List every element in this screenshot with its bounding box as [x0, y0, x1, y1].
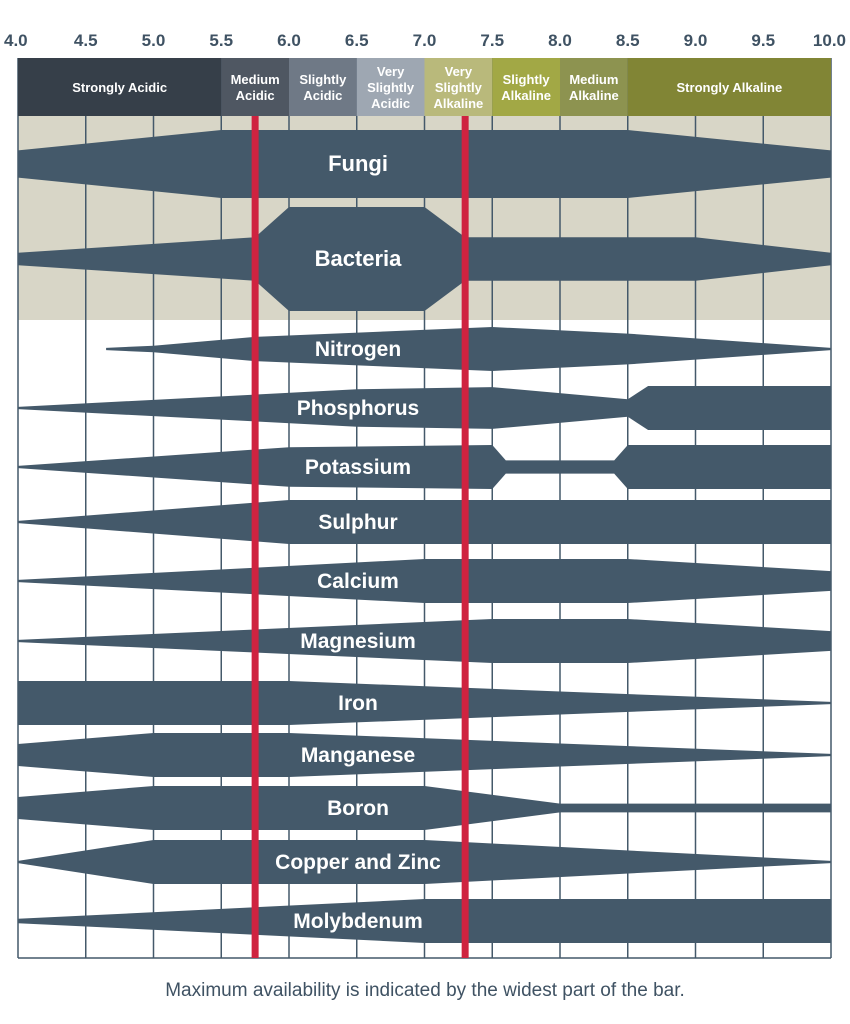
bar-magnesium — [18, 619, 831, 663]
tick-label: 5.5 — [209, 31, 233, 50]
tick-label: 7.5 — [480, 31, 504, 50]
bar-iron — [18, 681, 831, 725]
tick-label: 8.0 — [548, 31, 572, 50]
zone-label: Medium — [231, 72, 280, 87]
zone-label: Acidic — [303, 88, 342, 103]
bar-fungi — [18, 130, 831, 198]
bar-copper-and-zinc — [18, 840, 831, 884]
bar-label-fungi: Fungi — [328, 151, 388, 176]
bar-label-boron: Boron — [327, 797, 389, 820]
bar-sulphur — [18, 500, 831, 544]
tick-label: 9.0 — [684, 31, 708, 50]
bar-boron — [18, 786, 831, 830]
zone-box — [221, 58, 289, 116]
zone-label: Very — [377, 64, 405, 79]
bar-calcium — [18, 559, 831, 603]
tick-label: 10.0 — [813, 31, 846, 50]
bar-label-calcium: Calcium — [317, 570, 399, 593]
zone-label: Slightly — [435, 80, 483, 95]
zone-label: Slightly — [299, 72, 347, 87]
reference-lines — [251, 116, 469, 958]
tick-label: 6.0 — [277, 31, 301, 50]
tick-label: 6.5 — [345, 31, 369, 50]
zone-label: Acidic — [236, 88, 275, 103]
zone-box — [356, 58, 425, 116]
zone-box — [492, 58, 560, 116]
bar-labels: Fungi Bacteria Nitrogen Phosphorus Potassium… — [275, 151, 441, 933]
bar-label-phosphorus: Phosphorus — [297, 397, 420, 420]
zone-box — [560, 58, 628, 116]
tick-label: 7.0 — [413, 31, 437, 50]
zone-label: Very — [445, 64, 473, 79]
zone-label: Slightly — [367, 80, 415, 95]
availability-bars — [18, 130, 832, 943]
zone-label: Strongly Alkaline — [677, 80, 783, 95]
zone-label: Slightly — [503, 72, 551, 87]
bar-bacteria — [18, 207, 831, 311]
bar-label-sulphur: Sulphur — [318, 511, 397, 534]
bar-label-nitrogen: Nitrogen — [315, 338, 401, 361]
tick-label: 5.0 — [142, 31, 166, 50]
zone-label: Alkaline — [433, 96, 483, 111]
bar-manganese — [18, 733, 831, 777]
x-axis-ticks: 4.0 4.5 5.0 5.5 6.0 6.5 7.0 7.5 8.0 8.5 9.0 9.5 10.0 — [4, 31, 846, 50]
bar-molybdenum — [18, 899, 831, 943]
bar-label-molybdenum: Molybdenum — [293, 910, 423, 933]
chart-note: Maximum availability is indicated by the… — [165, 980, 685, 1001]
tick-label: 9.5 — [751, 31, 775, 50]
zone-box — [18, 58, 222, 116]
zone-box — [627, 58, 831, 116]
bar-label-bacteria: Bacteria — [315, 246, 403, 271]
tick-label: 4.0 — [4, 31, 28, 50]
bar-label-magnesium: Magnesium — [300, 630, 416, 653]
zone-box — [289, 58, 357, 116]
tick-label: 4.5 — [74, 31, 98, 50]
bar-label-copper-and-zinc: Copper and Zinc — [275, 851, 441, 874]
bar-phosphorus — [18, 386, 831, 430]
zone-label: Strongly Acidic — [72, 80, 167, 95]
bar-label-potassium: Potassium — [305, 456, 411, 479]
ph-zone-header: Strongly AcidicMediumAcidicSlightlyAcidi… — [18, 58, 831, 116]
zone-label: Alkaline — [569, 88, 619, 103]
bar-label-iron: Iron — [338, 692, 378, 715]
bar-potassium — [18, 445, 831, 489]
zone-label: Acidic — [371, 96, 410, 111]
bar-label-manganese: Manganese — [301, 744, 415, 767]
zone-label: Medium — [569, 72, 618, 87]
zone-box — [424, 58, 493, 116]
tick-label: 8.5 — [616, 31, 640, 50]
zone-label: Alkaline — [501, 88, 551, 103]
